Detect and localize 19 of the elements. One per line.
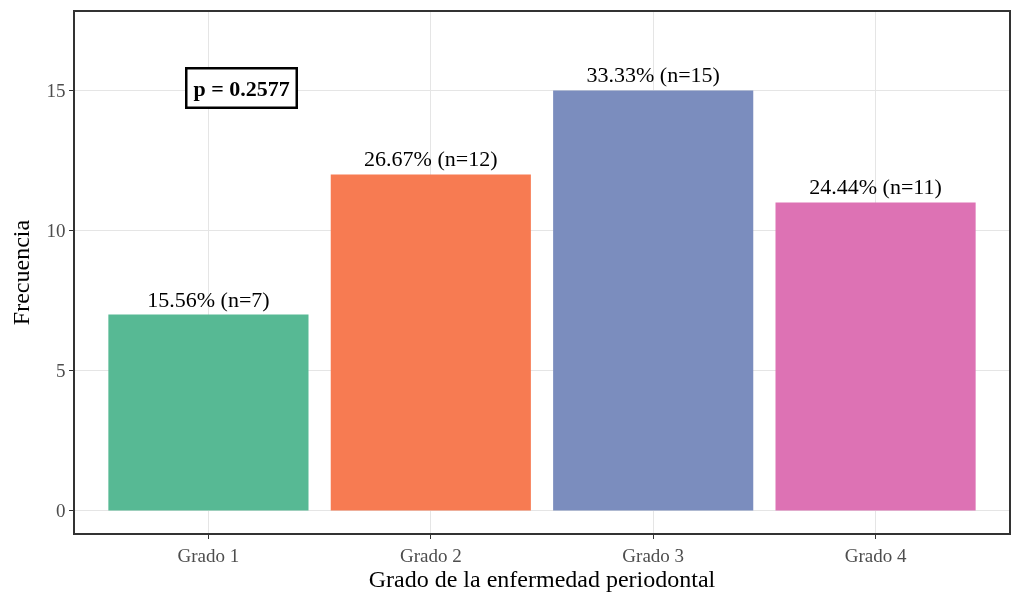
y-tick-label: 5 (55, 360, 66, 382)
bar (775, 202, 976, 511)
y-tick-label: 15 (46, 80, 66, 102)
data-label: 15.56% (n=7) (147, 286, 270, 312)
bar (553, 90, 754, 511)
x-axis-title: Grado de la enfermedad periodontal (368, 565, 716, 592)
bar (330, 174, 531, 511)
y-tick-label: 10 (46, 220, 66, 242)
y-tick-label: 0 (55, 500, 66, 522)
annotation: p = 0.2577 (193, 75, 290, 101)
data-label: 26.67% (n=12) (364, 146, 498, 172)
x-tick-label: Grado 1 (177, 544, 240, 566)
bar (108, 314, 309, 511)
data-label: 24.44% (n=11) (809, 174, 942, 200)
x-tick-label: Grado 3 (622, 544, 685, 566)
x-tick-label: Grado 4 (844, 544, 907, 566)
data-label: 33.33% (n=15) (586, 62, 720, 88)
y-axis-title: Frecuencia (8, 219, 35, 326)
x-tick-label: Grado 2 (399, 544, 462, 566)
